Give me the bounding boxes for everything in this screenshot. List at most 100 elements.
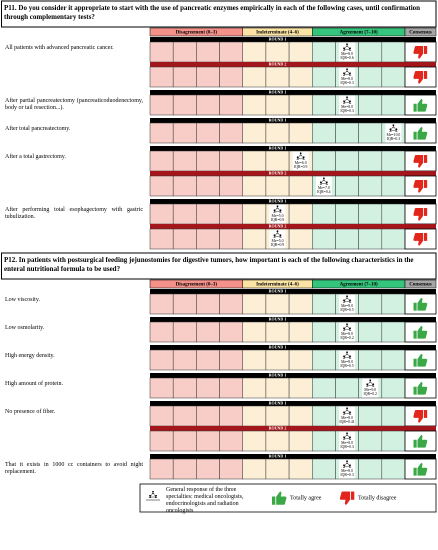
icon-head <box>349 464 351 467</box>
score-cell <box>242 203 267 225</box>
score-cell <box>381 228 406 250</box>
round-label: ROUND 1 <box>269 90 287 95</box>
median-box <box>292 151 309 171</box>
icon-links <box>343 434 351 439</box>
icon-body <box>325 183 329 185</box>
icon-head <box>343 436 345 439</box>
thumb-up <box>413 382 428 395</box>
icon-links <box>149 492 157 498</box>
thumb-up <box>413 354 428 367</box>
score-cell <box>265 150 290 172</box>
icon-body <box>342 74 346 76</box>
score-cell <box>172 203 197 225</box>
score-cell <box>242 377 267 399</box>
icon-head <box>273 234 276 237</box>
icon-body <box>273 211 276 213</box>
icon-body <box>279 211 282 213</box>
icon-body <box>342 49 346 51</box>
icon-body <box>345 462 349 464</box>
score-cell <box>219 430 243 452</box>
median-label: Me=5.0 <box>272 214 284 218</box>
icon-head <box>346 295 348 298</box>
thumb-cuff <box>424 233 428 241</box>
score-cell <box>242 405 267 427</box>
median-box <box>339 431 356 451</box>
median-label: Me=8.0 <box>341 52 353 56</box>
score-cell <box>196 150 220 172</box>
icon-body <box>345 325 349 327</box>
thumb-hand <box>413 71 424 84</box>
median-box <box>339 42 356 62</box>
median-label: Me=5.0 <box>272 239 284 243</box>
icon-links <box>343 325 351 330</box>
score-cell <box>358 175 383 197</box>
icon-body <box>348 357 352 359</box>
thumb-up <box>413 127 428 140</box>
score-cell <box>358 405 383 427</box>
score-cell <box>219 122 243 144</box>
thumb-cuff <box>424 71 428 79</box>
median-label: Me=8.0 <box>341 416 353 420</box>
icon-body <box>342 438 346 440</box>
score-cell <box>196 228 220 250</box>
score-cell <box>149 405 174 427</box>
score-cell <box>312 228 336 250</box>
median-label: Me=8.0 <box>341 105 353 109</box>
score-cell <box>219 203 243 225</box>
icon-body <box>148 497 152 498</box>
score-cell <box>172 321 197 343</box>
score-cell <box>242 349 267 371</box>
question-title: P11. Do you consider it appropriate to s… <box>4 4 421 21</box>
icon-links <box>343 462 351 467</box>
score-cell <box>242 321 267 343</box>
item-label: High amount of protein. <box>5 381 63 387</box>
thumb-cuff <box>413 103 417 112</box>
score-cell <box>149 41 174 63</box>
icon-head <box>372 383 375 386</box>
thumb-cuff <box>413 302 417 311</box>
item-label: After partial pancreatectomy (pancreatic… <box>5 98 143 111</box>
score-cell <box>288 293 313 315</box>
iqr-label: IQR=0.3 <box>340 445 354 449</box>
score-cell <box>288 94 313 116</box>
score-cell <box>196 122 220 144</box>
median-box <box>339 350 356 370</box>
icon-body <box>279 236 282 238</box>
iqr-label: IQR=0.9 <box>271 218 285 222</box>
score-cell <box>219 228 243 250</box>
icon-body <box>348 102 352 104</box>
score-cell <box>149 94 174 116</box>
score-cell <box>265 430 290 452</box>
score-cell <box>172 458 197 480</box>
score-cell <box>172 175 197 197</box>
legend-box <box>139 483 437 513</box>
icon-head <box>369 379 372 382</box>
score-cell <box>242 150 267 172</box>
thumb-down <box>413 46 428 59</box>
thumb-down <box>413 180 428 193</box>
score-cell <box>335 203 359 225</box>
icon-links <box>343 70 351 75</box>
iqr-label: IQR=0.5 <box>340 364 354 368</box>
item-label: After a total gastrectomy. <box>5 154 66 160</box>
thumb-hand <box>417 99 428 112</box>
score-cell <box>149 175 174 197</box>
icon-body <box>342 466 346 468</box>
score-cell <box>358 458 383 480</box>
score-cell <box>381 458 406 480</box>
score-cell <box>288 377 313 399</box>
thumb-down <box>413 410 428 423</box>
iqr-label: IQR=0.6 <box>340 56 354 60</box>
thumb-hand <box>417 463 428 476</box>
thumb-hand <box>417 435 428 448</box>
icon-links <box>274 207 281 212</box>
score-cell <box>288 321 313 343</box>
round-bar <box>150 224 436 229</box>
question-box <box>1 0 437 28</box>
item-label: Low osmolarity. <box>5 325 45 331</box>
icon-body <box>368 381 372 383</box>
icon-head <box>152 490 154 493</box>
icon-body <box>365 385 369 387</box>
score-cell <box>358 41 383 63</box>
icon-body <box>342 102 346 104</box>
